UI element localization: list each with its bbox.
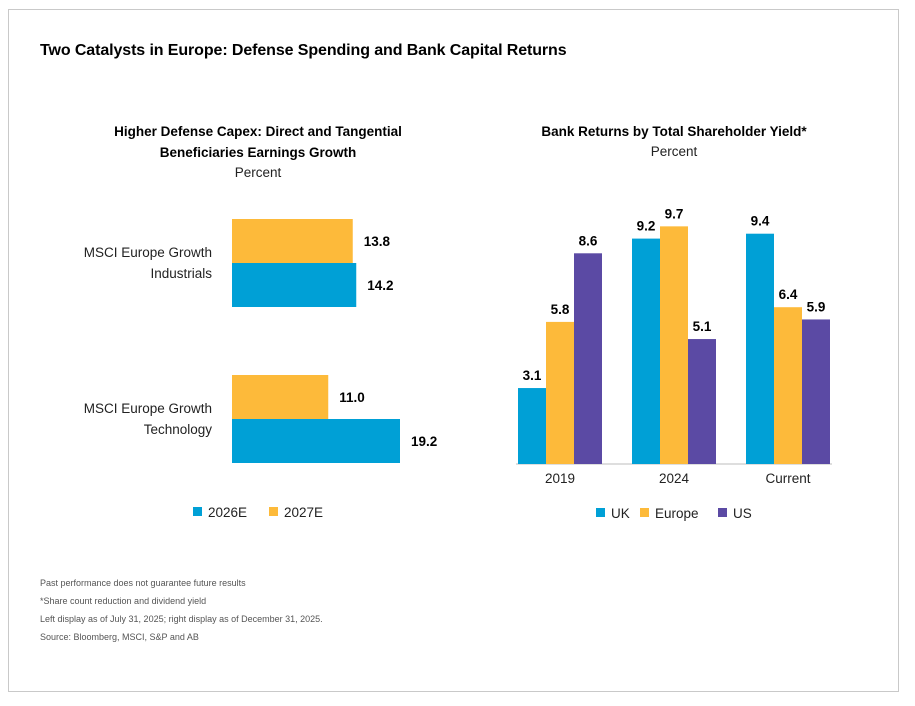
right-chart-title: Bank Returns by Total Shareholder Yield* (541, 124, 807, 139)
bar-europe (546, 321, 574, 464)
category-label: 2019 (545, 471, 575, 486)
footnote-source: Source: Bloomberg, MSCI, S&P and AB (40, 632, 199, 642)
data-label: 13.8 (364, 234, 391, 249)
bank-returns-chart: 3.1 5.8 8.6 2019 9.2 9.7 5.1 2024 9.4 6.4 5.9 Curre… (516, 206, 832, 521)
legend-label: 2027E (284, 505, 323, 520)
data-label: 3.1 (523, 368, 542, 383)
bar-2026e (232, 263, 357, 307)
category-label: MSCI Europe Growth (84, 401, 212, 416)
category-label: Technology (144, 422, 213, 437)
footnote-performance: Past performance does not guarantee futu… (40, 578, 246, 588)
data-label: 9.2 (637, 219, 656, 234)
category-label: MSCI Europe Growth (84, 245, 212, 260)
defense-capex-chart: MSCI Europe Growth Industrials 13.8 14.2 MSC… (84, 219, 437, 520)
bar-2026e (232, 419, 400, 463)
legend-label: US (733, 506, 752, 521)
footnote-dates: Left display as of July 31, 2025; right … (40, 614, 323, 624)
legend-label: Europe (655, 506, 699, 521)
data-label: 5.1 (693, 319, 712, 334)
data-label: 8.6 (579, 233, 598, 248)
bar-2027e (232, 219, 353, 263)
category-label: Industrials (150, 266, 212, 281)
right-chart-subtitle: Percent (650, 144, 698, 159)
left-chart-subtitle: Percent (234, 165, 282, 180)
bar-us (688, 339, 716, 464)
data-label: 9.4 (751, 214, 770, 229)
footnotes: Past performance does not guarantee futu… (40, 574, 323, 646)
legend-swatch (596, 508, 605, 517)
data-label: 5.8 (551, 302, 570, 317)
footnote-yield: *Share count reduction and dividend yiel… (40, 596, 207, 606)
data-label: 14.2 (367, 278, 393, 293)
left-chart-title-line-1: Higher Defense Capex: Direct and Tangent… (114, 124, 402, 139)
legend-swatch (269, 507, 278, 516)
bar-2027e (232, 375, 329, 419)
bar-us (574, 253, 602, 464)
category-label: 2024 (659, 471, 690, 486)
legend-label: 2026E (208, 505, 247, 520)
bar-uk (746, 233, 774, 464)
legend-swatch (193, 507, 202, 516)
bar-us (802, 319, 830, 464)
category-label: Current (765, 471, 810, 486)
data-label: 6.4 (779, 287, 798, 302)
bar-europe (660, 226, 688, 464)
data-label: 9.7 (665, 206, 684, 221)
data-label: 11.0 (339, 390, 365, 405)
left-chart-title: Higher Defense Capex: Direct and Tangent… (68, 121, 448, 163)
bar-uk (632, 238, 660, 464)
figure-title: Two Catalysts in Europe: Defense Spendin… (40, 42, 567, 59)
bar-uk (518, 388, 546, 464)
legend-swatch (718, 508, 727, 517)
bar-europe (774, 307, 802, 464)
data-label: 19.2 (411, 434, 437, 449)
data-label: 5.9 (807, 299, 826, 314)
legend-swatch (640, 508, 649, 517)
left-chart-title-line-2: Beneficiaries Earnings Growth (159, 145, 357, 160)
legend-label: UK (611, 506, 630, 521)
